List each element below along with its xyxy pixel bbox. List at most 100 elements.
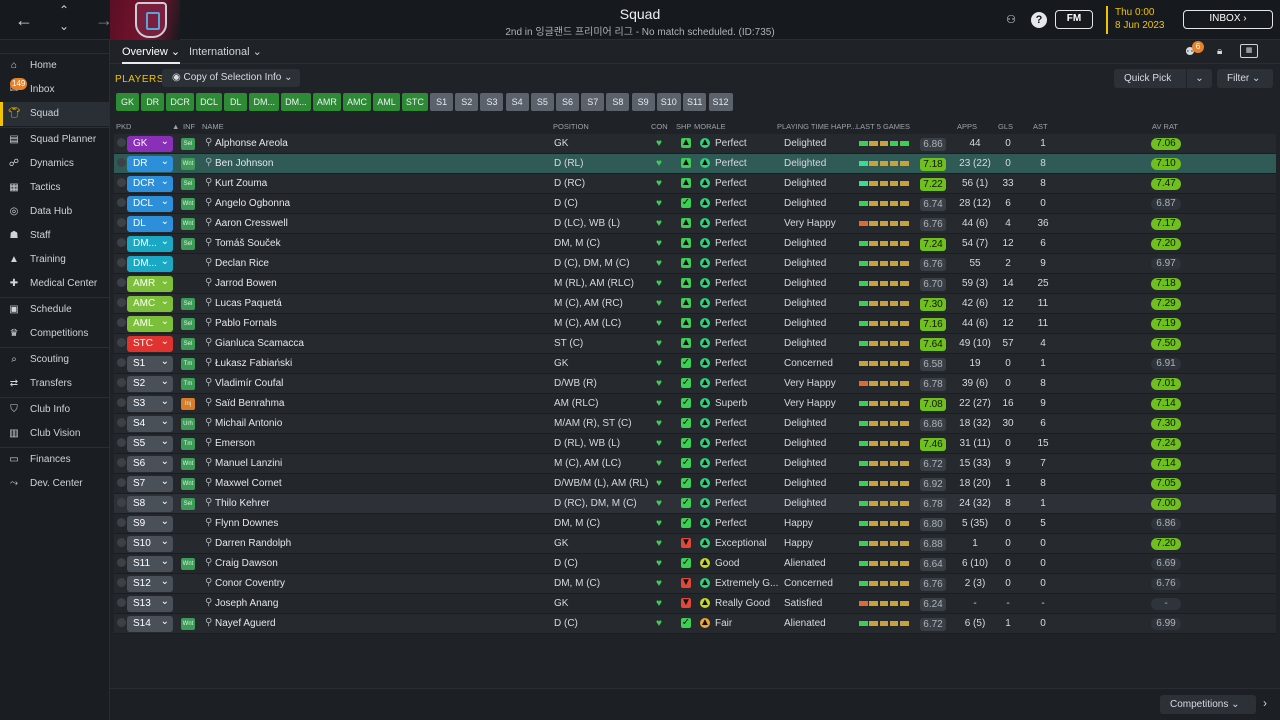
table-row[interactable]: S14 Wnt ⚲Nayef Aguerd D (C) ♥ ✓ ▲ Fair Alienated… bbox=[114, 614, 1276, 634]
sidebar-item-competitions[interactable]: ♛ Competitions bbox=[0, 322, 109, 346]
position-slot-dropdown[interactable]: S13 bbox=[127, 594, 173, 612]
position-button[interactable]: S9 bbox=[631, 93, 655, 111]
table-row[interactable]: AMR ⚲Jarrod Bowen M (RL), AM (RLC) ♥ ▲ ▲ Perfe… bbox=[114, 274, 1276, 294]
sidebar-item-staff[interactable]: ☗ Staff bbox=[0, 224, 109, 248]
table-row[interactable]: S1 Tm ⚲Łukasz Fabiański GK ♥ ✓ ▲ Perfect Concern… bbox=[114, 354, 1276, 374]
table-row[interactable]: DCR Sel ⚲Kurt Zouma D (RC) ♥ ▲ ▲ Perfect Delight… bbox=[114, 174, 1276, 194]
table-row[interactable]: S5 Tm ⚲Emerson D (RL), WB (L) ♥ ✓ ▲ Perfect Deli… bbox=[114, 434, 1276, 454]
player-name[interactable]: Jarrod Bowen bbox=[215, 278, 277, 289]
position-button[interactable]: AMR bbox=[312, 93, 341, 111]
forward-arrow-icon[interactable]: → bbox=[95, 10, 113, 30]
position-button[interactable]: AMC bbox=[343, 93, 372, 111]
position-slot-dropdown[interactable]: AML bbox=[127, 314, 173, 332]
position-button[interactable]: S10 bbox=[656, 93, 681, 111]
position-button[interactable]: DL bbox=[224, 93, 248, 111]
pick-toggle[interactable] bbox=[117, 558, 126, 567]
position-button[interactable]: DCL bbox=[196, 93, 223, 111]
col-apps[interactable]: APPS bbox=[957, 122, 978, 131]
col-last5[interactable]: LAST 5 GAMES bbox=[856, 122, 911, 131]
position-slot-dropdown[interactable]: S1 bbox=[127, 354, 173, 372]
filter-button[interactable]: Filter ⌄ bbox=[1217, 69, 1273, 88]
sidebar-item-club-vision[interactable]: ▥ Club Vision bbox=[0, 422, 109, 446]
pick-toggle[interactable] bbox=[117, 338, 126, 347]
pick-toggle[interactable] bbox=[117, 458, 126, 467]
notifications-icon[interactable]: ⚉ 6 bbox=[1185, 41, 1204, 58]
col-con[interactable]: CON bbox=[651, 122, 668, 131]
table-row[interactable]: STC Sel ⚲Gianluca Scamacca ST (C) ♥ ▲ ▲ Perfect… bbox=[114, 334, 1276, 354]
position-button[interactable]: S2 bbox=[455, 93, 479, 111]
player-name[interactable]: Łukasz Fabiański bbox=[215, 358, 293, 369]
player-name[interactable]: Thilo Kehrer bbox=[215, 498, 270, 509]
position-slot-dropdown[interactable]: S6 bbox=[127, 454, 173, 472]
club-crest-icon[interactable] bbox=[135, 2, 167, 38]
position-slot-dropdown[interactable]: DCR bbox=[127, 174, 173, 192]
table-row[interactable]: S3 Inj ⚲Saïd Benrahma AM (RLC) ♥ ✓ ▲ Superb Very… bbox=[114, 394, 1276, 414]
table-row[interactable]: S2 Tm ⚲Vladimír Coufal D/WB (R) ♥ ✓ ▲ Perfect Ve… bbox=[114, 374, 1276, 394]
position-button[interactable]: S3 bbox=[480, 93, 504, 111]
player-name[interactable]: Gianluca Scamacca bbox=[215, 338, 304, 349]
pick-toggle[interactable] bbox=[117, 518, 126, 527]
pick-toggle[interactable] bbox=[117, 258, 126, 267]
sidebar-item-schedule[interactable]: ▣ Schedule bbox=[0, 298, 109, 322]
player-name[interactable]: Flynn Downes bbox=[215, 518, 279, 529]
player-name[interactable]: Manuel Lanzini bbox=[215, 458, 283, 469]
player-name[interactable]: Kurt Zouma bbox=[215, 178, 268, 189]
col-pkd[interactable]: PKD bbox=[116, 122, 132, 131]
pick-toggle[interactable] bbox=[117, 598, 126, 607]
player-name[interactable]: Maxwel Cornet bbox=[215, 478, 282, 489]
position-slot-dropdown[interactable]: S3 bbox=[127, 394, 173, 412]
sidebar-item-dev-center[interactable]: ⤳ Dev. Center bbox=[0, 472, 109, 496]
quick-pick-button[interactable]: Quick Pick ⌄ bbox=[1114, 69, 1212, 88]
back-arrow-icon[interactable]: ← bbox=[15, 10, 33, 30]
pick-toggle[interactable] bbox=[117, 618, 126, 627]
position-button[interactable]: S1 bbox=[430, 93, 454, 111]
position-slot-dropdown[interactable]: S11 bbox=[127, 554, 173, 572]
competitions-button[interactable]: Competitions ⌄ bbox=[1160, 695, 1256, 714]
table-row[interactable]: S4 Urh ⚲Michail Antonio M/AM (R), ST (C) ♥ ✓ ▲… bbox=[114, 414, 1276, 434]
sidebar-item-finances[interactable]: ▭ Finances bbox=[0, 448, 109, 472]
table-row[interactable]: DM... Sel ⚲Tomáš Souček DM, M (C) ♥ ▲ ▲ Perfect… bbox=[114, 234, 1276, 254]
table-row[interactable]: S11 Wnt ⚲Craig Dawson D (C) ♥ ✓ ▲ Good Alienated… bbox=[114, 554, 1276, 574]
col-av-rat[interactable]: AV RAT bbox=[1152, 122, 1178, 131]
col-playing-time[interactable]: PLAYING TIME HAPP... bbox=[777, 122, 857, 131]
position-button[interactable]: S12 bbox=[708, 93, 733, 111]
player-name[interactable]: Michail Antonio bbox=[215, 418, 283, 429]
pick-toggle[interactable] bbox=[117, 538, 126, 547]
col-morale[interactable]: MORALE bbox=[694, 122, 726, 131]
date-display[interactable]: Thu 0:00 8 Jun 2023 bbox=[1106, 6, 1165, 34]
player-name[interactable]: Saïd Benrahma bbox=[215, 398, 285, 409]
table-row[interactable]: S7 Wnt ⚲Maxwel Cornet D/WB/M (L), AM (RL) ♥ ✓… bbox=[114, 474, 1276, 494]
chevron-down-icon[interactable]: ⌄ bbox=[58, 19, 70, 33]
table-row[interactable]: DM... ⚲Declan Rice D (C), DM, M (C) ♥ ▲ ▲ Perf… bbox=[114, 254, 1276, 274]
table-row[interactable]: S9 ⚲Flynn Downes DM, M (C) ♥ ✓ ▲ Perfect Happy 6… bbox=[114, 514, 1276, 534]
player-name[interactable]: Ben Johnson bbox=[215, 158, 274, 169]
col-inf[interactable]: INF bbox=[183, 122, 196, 131]
pick-toggle[interactable] bbox=[117, 418, 126, 427]
pick-toggle[interactable] bbox=[117, 198, 126, 207]
tab-international[interactable]: International ⌄ bbox=[189, 46, 262, 58]
pick-toggle[interactable] bbox=[117, 138, 126, 147]
position-button[interactable]: GK bbox=[116, 93, 139, 111]
position-slot-dropdown[interactable]: STC bbox=[127, 334, 173, 352]
player-name[interactable]: Tomáš Souček bbox=[215, 238, 281, 249]
position-slot-dropdown[interactable]: DR bbox=[127, 154, 173, 172]
table-row[interactable]: S6 Wnt ⚲Manuel Lanzini M (C), AM (LC) ♥ ✓ ▲ Per… bbox=[114, 454, 1276, 474]
position-slot-dropdown[interactable]: AMC bbox=[127, 294, 173, 312]
position-button[interactable]: DR bbox=[141, 93, 165, 111]
sidebar-item-home[interactable]: ⌂ Home bbox=[0, 54, 109, 78]
table-row[interactable]: S8 Sel ⚲Thilo Kehrer D (RC), DM, M (C) ♥ ✓ ▲ Pe… bbox=[114, 494, 1276, 514]
position-slot-dropdown[interactable]: DCL bbox=[127, 194, 173, 212]
player-name[interactable]: Angelo Ogbonna bbox=[215, 198, 291, 209]
position-slot-dropdown[interactable]: AMR bbox=[127, 274, 173, 292]
sidebar-item-club-info[interactable]: ⛉ Club Info bbox=[0, 398, 109, 422]
position-slot-dropdown[interactable]: S7 bbox=[127, 474, 173, 492]
player-name[interactable]: Joseph Anang bbox=[215, 598, 279, 609]
position-button[interactable]: STC bbox=[401, 93, 428, 111]
player-name[interactable]: Aaron Cresswell bbox=[215, 218, 288, 229]
player-name[interactable]: Pablo Fornals bbox=[215, 318, 277, 329]
player-name[interactable]: Vladimír Coufal bbox=[215, 378, 284, 389]
position-button[interactable]: S5 bbox=[530, 93, 554, 111]
pick-toggle[interactable] bbox=[117, 438, 126, 447]
tab-overview[interactable]: Overview ⌄ bbox=[122, 45, 181, 64]
